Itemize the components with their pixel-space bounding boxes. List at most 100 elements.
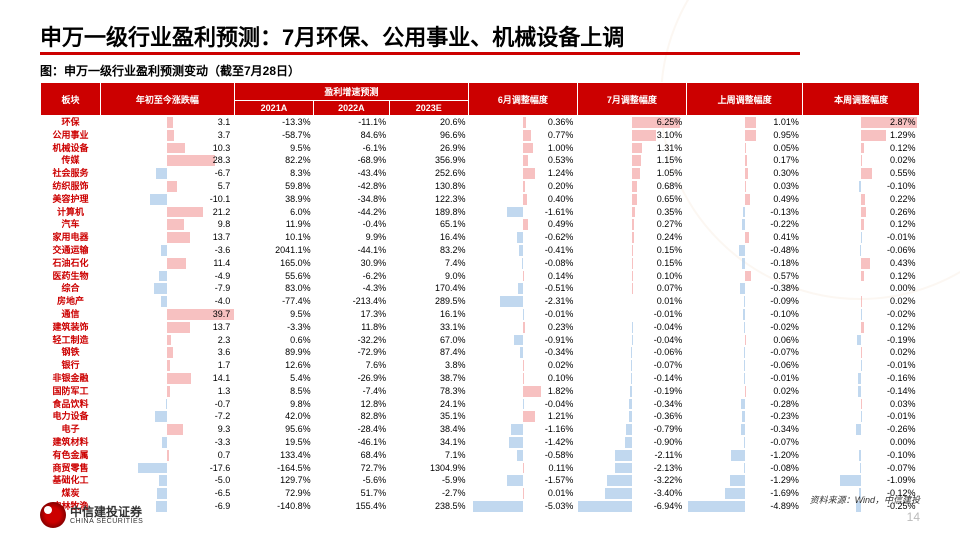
cell-growth: 84.6% [314,129,390,142]
logo-icon [40,502,66,528]
bar-cell: 0.02% [803,346,920,359]
cell-growth: 51.7% [314,487,390,500]
th-growth-0: 2021A [234,101,313,116]
cell-growth: 356.9% [389,154,468,167]
cell-growth: -43.4% [314,167,390,180]
bar-cell: 1.00% [468,142,577,155]
cell-growth: 78.3% [389,385,468,398]
bar-cell: 2.87% [803,116,920,129]
bar-cell: 1.3 [101,385,235,398]
cell-sector: 通信 [41,308,101,321]
bar-cell: -4.89% [686,500,803,513]
cell-growth: -68.9% [314,154,390,167]
cell-growth: 16.4% [389,231,468,244]
cell-sector: 国防军工 [41,385,101,398]
cell-growth: 55.6% [234,270,313,283]
cell-growth: 8.3% [234,167,313,180]
cell-growth: 83.0% [234,282,313,295]
cell-growth: 33.1% [389,321,468,334]
table-row: 非银金融14.15.4%-26.9%38.7%0.10%-0.14%-0.01%… [41,372,920,385]
cell-growth: 129.7% [234,474,313,487]
bar-cell: 1.01% [686,116,803,129]
bar-cell: -4.0 [101,295,235,308]
cell-sector: 非银金融 [41,372,101,385]
cell-growth: 82.2% [234,154,313,167]
bar-cell: -5.03% [468,500,577,513]
bar-cell: 0.7 [101,449,235,462]
cell-growth: -2.7% [389,487,468,500]
bar-cell: 1.24% [468,167,577,180]
bar-cell: -6.94% [577,500,686,513]
bar-cell: -5.0 [101,474,235,487]
cell-growth: 9.9% [314,231,390,244]
bar-cell: 21.2 [101,206,235,219]
chart-subtitle: 图：申万一级行业盈利预测变动（截至7月28日） [40,62,300,79]
bar-cell: 0.02% [686,385,803,398]
bar-cell: 0.49% [686,193,803,206]
cell-sector: 房地产 [41,295,101,308]
bar-cell: -0.19% [803,334,920,347]
table-row: 商贸零售-17.6-164.5%72.7%1304.9%0.11%-2.13%-… [41,462,920,475]
bar-cell: 0.12% [803,270,920,283]
bar-cell: -0.34% [686,423,803,436]
cell-growth: -46.1% [314,436,390,449]
bar-cell: 1.31% [577,142,686,155]
bar-cell: -0.10% [803,180,920,193]
bar-cell: 0.07% [577,282,686,295]
bar-cell: 0.55% [803,167,920,180]
th-growth-2: 2023E [389,101,468,116]
cell-growth: -5.6% [314,474,390,487]
cell-growth: -140.8% [234,500,313,513]
cell-growth: 12.8% [314,398,390,411]
page-title: 申万一级行业盈利预测：7月环保、公用事业、机械设备上调 [40,20,624,52]
bar-cell: -0.91% [468,334,577,347]
bar-cell: 6.25% [577,116,686,129]
cell-sector: 建筑装饰 [41,321,101,334]
cell-growth: 289.5% [389,295,468,308]
cell-growth: -3.3% [234,321,313,334]
cell-growth: 38.7% [389,372,468,385]
cell-sector: 交通运输 [41,244,101,257]
th-sector: 板块 [41,83,101,116]
bar-cell: -0.41% [468,244,577,257]
bar-cell: -3.3 [101,436,235,449]
cell-sector: 石油石化 [41,257,101,270]
bar-cell: -3.6 [101,244,235,257]
table-row: 煤炭-6.572.9%51.7%-2.7%0.01%-3.40%-1.69%-0… [41,487,920,500]
cell-sector: 轻工制造 [41,334,101,347]
bar-cell: 0.20% [468,180,577,193]
th-growth-group: 盈利增速预测 [234,83,468,101]
bar-cell: 0.15% [577,257,686,270]
cell-growth: 65.1% [389,218,468,231]
bar-cell: 0.14% [468,270,577,283]
cell-growth: 238.5% [389,500,468,513]
table-row: 农林牧渔-6.9-140.8%155.4%238.5%-5.03%-6.94%-… [41,500,920,513]
th-adj-0: 6月调整幅度 [468,83,577,116]
cell-sector: 煤炭 [41,487,101,500]
cell-growth: 189.8% [389,206,468,219]
cell-sector: 建筑材料 [41,436,101,449]
cell-growth: 82.8% [314,410,390,423]
bar-cell: -0.51% [468,282,577,295]
cell-sector: 基础化工 [41,474,101,487]
cell-growth: 9.5% [234,308,313,321]
cell-growth: 130.8% [389,180,468,193]
table-row: 食品饮料-0.79.8%12.8%24.1%-0.04%-0.34%-0.28%… [41,398,920,411]
table-row: 通信39.79.5%17.3%16.1%-0.01%-0.01%-0.10%-0… [41,308,920,321]
bar-cell: -0.01% [803,410,920,423]
bar-cell: 1.7 [101,359,235,372]
table-row: 公用事业3.7-58.7%84.6%96.6%0.77%3.10%0.95%1.… [41,129,920,142]
bar-cell: 39.7 [101,308,235,321]
bar-cell: -1.69% [686,487,803,500]
cell-growth: -4.3% [314,282,390,295]
data-table: 板块年初至今涨跌幅盈利增速预测6月调整幅度7月调整幅度上周调整幅度本周调整幅度2… [40,82,920,513]
cell-sector: 环保 [41,116,101,129]
cell-growth: 96.6% [389,129,468,142]
bar-cell: -0.02% [686,321,803,334]
bar-cell: 3.7 [101,129,235,142]
bar-cell: -0.34% [577,398,686,411]
table-row: 房地产-4.0-77.4%-213.4%289.5%-2.31%0.01%-0.… [41,295,920,308]
cell-growth: -44.1% [314,244,390,257]
bar-cell: -0.06% [803,244,920,257]
table-row: 石油石化11.4165.0%30.9%7.4%-0.08%0.15%-0.18%… [41,257,920,270]
